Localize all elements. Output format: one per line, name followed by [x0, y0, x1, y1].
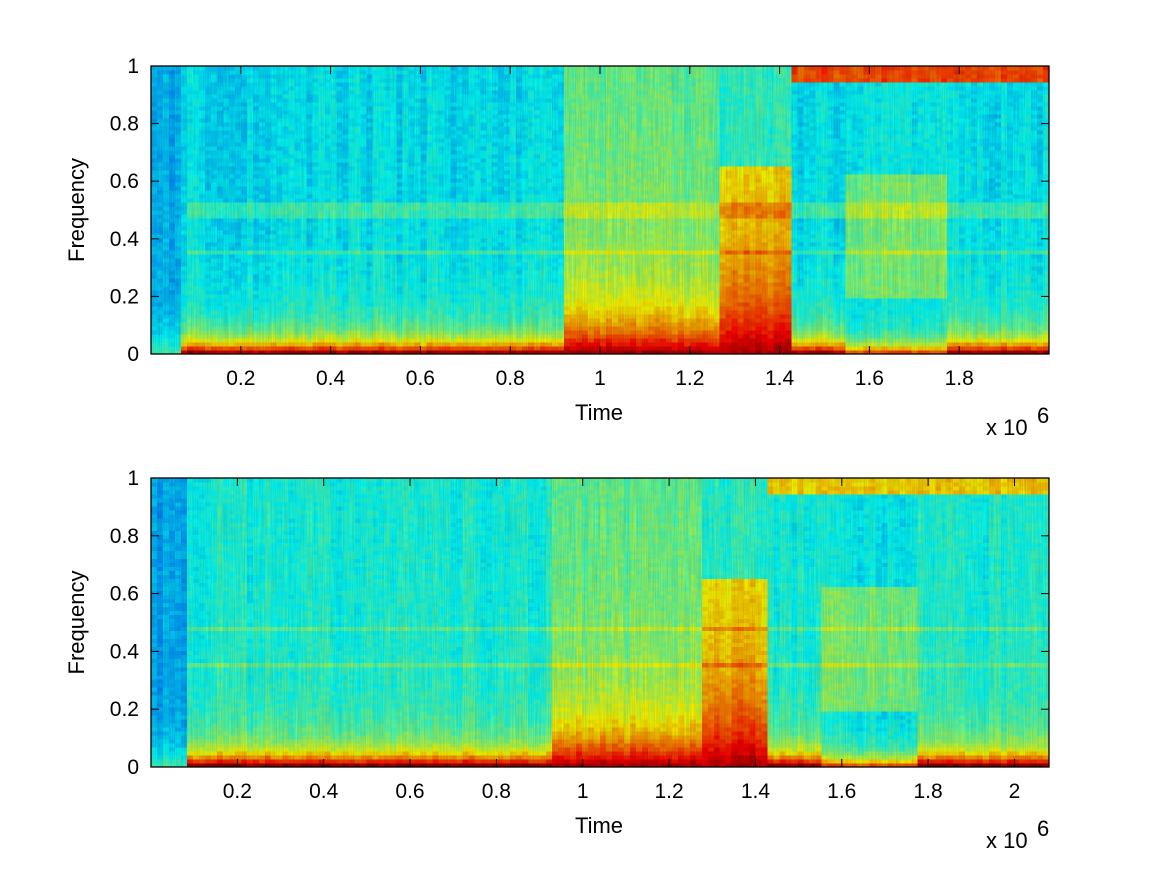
top-spectrogram-plot: 0.2 0.4 0.6 0.8 1 1.2 1.4 1.6 1.800.20.40.60.81T… [64, 55, 1050, 440]
